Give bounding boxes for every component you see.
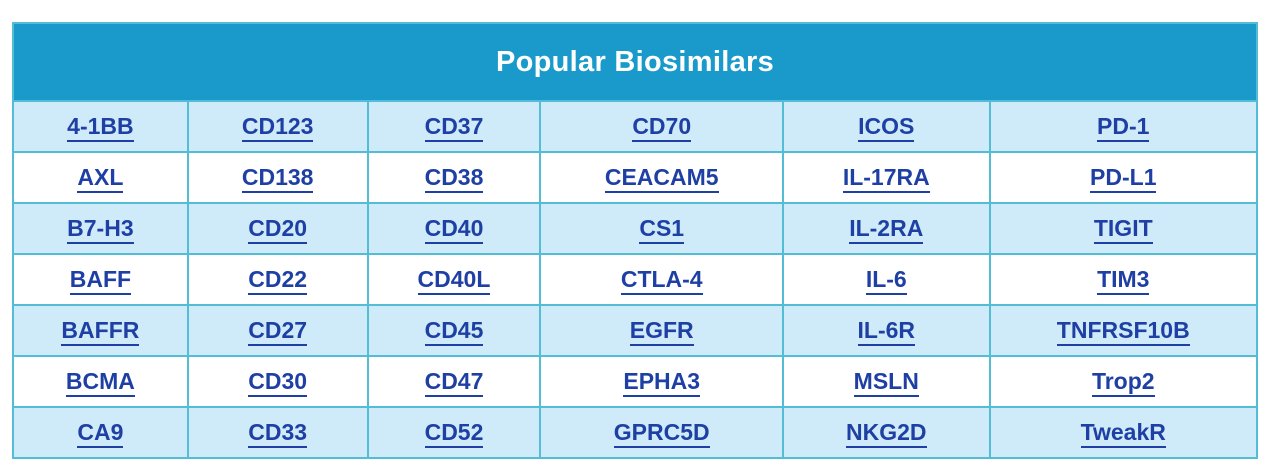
table-cell: CD22 (186, 253, 369, 306)
table-cell: TIGIT (988, 202, 1259, 255)
biosimilar-link[interactable]: IL-6 (865, 266, 907, 295)
biosimilars-grid: Popular Biosimilars 4-1BB CD123 CD37 CD70 IC… (12, 22, 1259, 459)
table-cell: CD52 (366, 406, 542, 459)
biosimilar-link[interactable]: CS1 (639, 215, 685, 244)
table-cell: CD70 (539, 100, 785, 153)
biosimilar-link[interactable]: MSLN (853, 368, 919, 397)
table-cell: ICOS (782, 100, 991, 153)
biosimilar-link[interactable]: CD40L (417, 266, 491, 295)
table-cell: MSLN (782, 355, 991, 408)
header-row: Popular Biosimilars (12, 22, 1258, 102)
table-cell: IL-2RA (782, 202, 991, 255)
biosimilar-link[interactable]: CD37 (424, 113, 484, 142)
table-cell: EPHA3 (539, 355, 785, 408)
biosimilar-link[interactable]: CD123 (241, 113, 314, 142)
table-cell: BCMA (12, 355, 189, 408)
table-cell: CA9 (12, 406, 189, 459)
biosimilar-link[interactable]: TIGIT (1093, 215, 1153, 244)
table-cell: NKG2D (782, 406, 991, 459)
table-cell: TweakR (988, 406, 1259, 459)
table-cell: TIM3 (988, 253, 1259, 306)
table-row: 4-1BB CD123 CD37 CD70 ICOS PD-1 (12, 100, 1259, 153)
table-row: CA9 CD33 CD52 GPRC5D NKG2D TweakR (12, 406, 1259, 459)
table-cell: BAFFR (12, 304, 189, 357)
biosimilar-link[interactable]: PD-1 (1097, 113, 1150, 142)
table-cell: CD30 (186, 355, 369, 408)
table-cell: CD47 (366, 355, 542, 408)
table-row: AXL CD138 CD38 CEACAM5 IL-17RA PD-L1 (12, 151, 1259, 204)
table-cell: CD33 (186, 406, 369, 459)
table-cell: CD138 (186, 151, 369, 204)
table-cell: IL-6 (782, 253, 991, 306)
table-cell: B7-H3 (12, 202, 189, 255)
biosimilar-link[interactable]: CD47 (424, 368, 484, 397)
biosimilar-link[interactable]: EGFR (629, 317, 694, 346)
biosimilar-link[interactable]: TweakR (1080, 419, 1166, 448)
table-row: BAFFR CD27 CD45 EGFR IL-6R TNFRSF10B (12, 304, 1259, 357)
table-cell: CD38 (366, 151, 542, 204)
biosimilar-link[interactable]: ICOS (858, 113, 915, 142)
biosimilar-link[interactable]: BAFFR (61, 317, 140, 346)
biosimilar-link[interactable]: IL-6R (857, 317, 916, 346)
table-cell: CD20 (186, 202, 369, 255)
biosimilar-link[interactable]: CD138 (241, 164, 314, 193)
biosimilar-link[interactable]: BCMA (65, 368, 135, 397)
biosimilar-link[interactable]: EPHA3 (623, 368, 701, 397)
table-cell: IL-17RA (782, 151, 991, 204)
table-cell: CEACAM5 (539, 151, 785, 204)
table-cell: Trop2 (988, 355, 1259, 408)
biosimilar-link[interactable]: BAFF (69, 266, 132, 295)
biosimilar-link[interactable]: CD22 (248, 266, 308, 295)
biosimilar-link[interactable]: IL-2RA (849, 215, 924, 244)
biosimilar-link[interactable]: CD38 (424, 164, 484, 193)
biosimilar-link[interactable]: AXL (77, 164, 124, 193)
table-cell: CD37 (366, 100, 542, 153)
table-cell: PD-L1 (988, 151, 1259, 204)
biosimilar-link[interactable]: CEACAM5 (604, 164, 719, 193)
biosimilar-link[interactable]: IL-17RA (842, 164, 930, 193)
table-cell: CD45 (366, 304, 542, 357)
table-row: B7-H3 CD20 CD40 CS1 IL-2RA TIGIT (12, 202, 1259, 255)
biosimilar-link[interactable]: TNFRSF10B (1056, 317, 1190, 346)
table-row: BCMA CD30 CD47 EPHA3 MSLN Trop2 (12, 355, 1259, 408)
table-cell: CD123 (186, 100, 369, 153)
biosimilar-link[interactable]: PD-L1 (1090, 164, 1157, 193)
table-cell: IL-6R (782, 304, 991, 357)
table-cell: CD40L (366, 253, 542, 306)
biosimilar-link[interactable]: B7-H3 (67, 215, 134, 244)
biosimilar-link[interactable]: CD33 (248, 419, 308, 448)
table-row: BAFF CD22 CD40L CTLA-4 IL-6 TIM3 (12, 253, 1259, 306)
biosimilar-link[interactable]: GPRC5D (613, 419, 710, 448)
table-cell: PD-1 (988, 100, 1259, 153)
table-cell: CTLA-4 (539, 253, 785, 306)
biosimilar-link[interactable]: CD70 (632, 113, 692, 142)
biosimilars-table: Popular Biosimilars 4-1BB CD123 CD37 CD70 IC… (12, 22, 1259, 459)
biosimilar-link[interactable]: CD27 (248, 317, 308, 346)
table-cell: GPRC5D (539, 406, 785, 459)
biosimilar-link[interactable]: CA9 (77, 419, 124, 448)
table-cell: EGFR (539, 304, 785, 357)
table-cell: CD40 (366, 202, 542, 255)
biosimilar-link[interactable]: CD30 (248, 368, 308, 397)
table-cell: 4-1BB (12, 100, 189, 153)
table-title: Popular Biosimilars (12, 22, 1258, 102)
table-cell: CS1 (539, 202, 785, 255)
biosimilar-link[interactable]: Trop2 (1091, 368, 1155, 397)
table-cell: BAFF (12, 253, 189, 306)
biosimilar-link[interactable]: CD40 (424, 215, 484, 244)
table-cell: AXL (12, 151, 189, 204)
biosimilar-link[interactable]: NKG2D (846, 419, 927, 448)
biosimilar-link[interactable]: CTLA-4 (620, 266, 703, 295)
table-cell: CD27 (186, 304, 369, 357)
biosimilar-link[interactable]: 4-1BB (67, 113, 134, 142)
biosimilar-link[interactable]: CD20 (248, 215, 308, 244)
biosimilar-link[interactable]: CD52 (424, 419, 484, 448)
biosimilar-link[interactable]: CD45 (424, 317, 484, 346)
biosimilar-link[interactable]: TIM3 (1097, 266, 1150, 295)
table-cell: TNFRSF10B (988, 304, 1259, 357)
